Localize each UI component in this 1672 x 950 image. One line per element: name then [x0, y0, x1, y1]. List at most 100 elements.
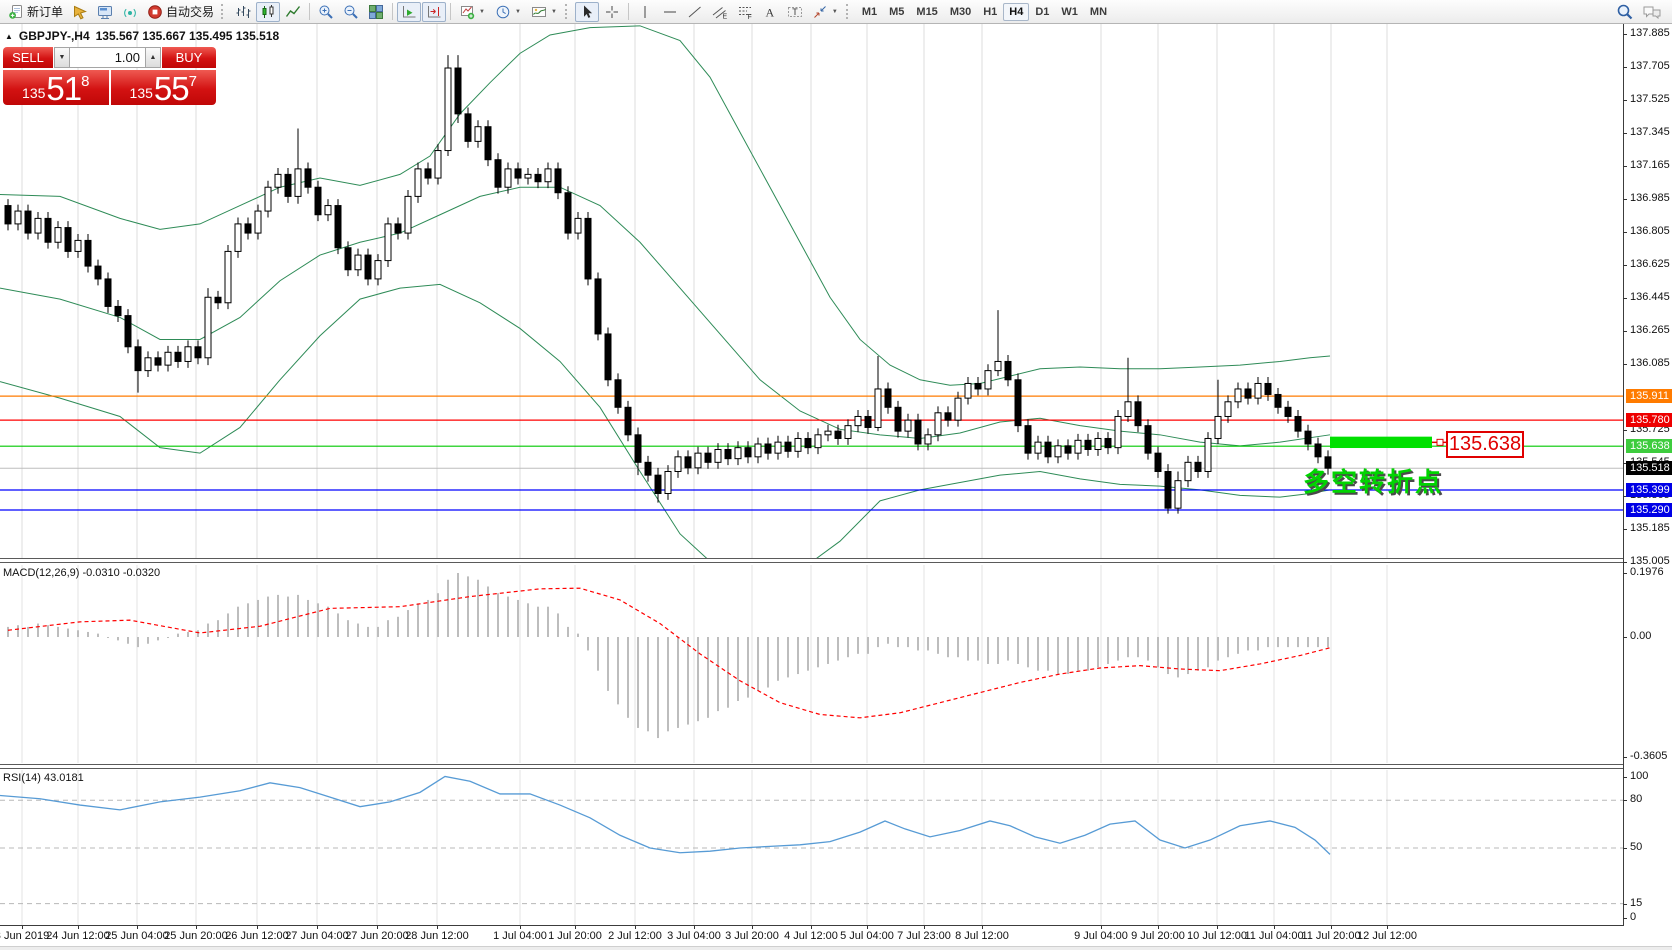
chart-header: ▲ GBPJPY-,H4 135.567 135.667 135.495 135… — [5, 29, 279, 43]
toolbar-grip — [564, 4, 570, 19]
current-price-badge: 135.518 — [1626, 461, 1672, 476]
chat-icon[interactable] — [1642, 3, 1662, 21]
buy-price-big: 55 — [153, 70, 190, 107]
volume-decrease-button[interactable]: ▼ — [54, 47, 70, 68]
terminal-button[interactable] — [93, 2, 117, 22]
panel-separator[interactable] — [0, 764, 1672, 769]
panel-separator[interactable] — [0, 558, 1672, 563]
search-icon[interactable] — [1616, 3, 1634, 21]
sell-price[interactable]: 135 51 8 — [3, 70, 109, 105]
rsi-tick-label: 100 — [1622, 770, 1649, 782]
indicators-dropdown-caret[interactable]: ▼ — [479, 8, 485, 15]
x-tick-label: 3 Jul 04:00 — [667, 930, 721, 942]
timeframe-h4[interactable]: H4 — [1003, 2, 1030, 21]
turning-point-annotation[interactable]: 多空转折点 — [1303, 467, 1444, 497]
axis-separator — [0, 925, 1672, 926]
periods-dropdown-caret[interactable]: ▼ — [514, 8, 521, 15]
chart-shift-button[interactable] — [422, 1, 447, 22]
templates-button[interactable]: ▼ — [527, 2, 562, 22]
x-tick-label: 5 Jul 04:00 — [840, 930, 894, 942]
one-click-trade-panel: SELL ▼ ▲ BUY 135 51 8 135 55 7 — [3, 47, 216, 105]
autotrading-label: 自动交易 — [166, 5, 215, 19]
x-tick — [924, 926, 925, 929]
price-axis[interactable]: 137.885 137.705 137.525 137.345 137.165 136.9… — [1622, 24, 1672, 926]
text-button[interactable]: A — [758, 2, 782, 22]
sell-price-big: 51 — [46, 70, 82, 107]
x-tick-label: 1 Jul 04:00 — [493, 930, 547, 942]
new-order-button[interactable]: 新订单 — [4, 1, 67, 22]
timeframe-m5[interactable]: M5 — [889, 5, 905, 18]
panel-toggle-icon[interactable]: ▲ — [5, 31, 13, 41]
arrows-dropdown-caret[interactable]: ▼ — [831, 8, 838, 15]
templates-icon — [531, 6, 546, 17]
buy-price-sup: 7 — [188, 73, 197, 90]
crosshair-button[interactable] — [600, 2, 624, 22]
vertical-line-button[interactable] — [633, 2, 657, 22]
timeframe-w1[interactable]: W1 — [1061, 5, 1078, 18]
zoom-out-button[interactable] — [339, 2, 363, 22]
y-tick-label: 137.885 — [1623, 27, 1670, 40]
timeframe-group: M1 M5 M15 M30 H1 H4 D1 W1 MN — [856, 2, 1113, 21]
timeframe-m15[interactable]: M15 — [916, 5, 938, 18]
volume-increase-button[interactable]: ▲ — [145, 47, 161, 68]
timeframe-m1[interactable]: M1 — [861, 5, 878, 18]
sell-price-prefix: 135 — [22, 85, 46, 101]
x-tick-label: 11 Jul 20:00 — [1301, 930, 1361, 942]
auto-scroll-button[interactable] — [397, 1, 422, 22]
indicators-button[interactable]: ▼ — [455, 2, 490, 22]
arrows-button[interactable]: ▼ — [808, 2, 843, 22]
svg-text:E: E — [722, 13, 727, 20]
price-callout[interactable]: 135.638 — [1446, 431, 1524, 458]
tile-windows-button[interactable] — [364, 2, 388, 22]
x-tick — [437, 926, 438, 929]
zoom-in-button[interactable] — [314, 2, 338, 22]
cursor-icon — [583, 5, 592, 18]
channel-button[interactable]: E — [708, 2, 732, 22]
fibonacci-icon: F — [738, 6, 752, 20]
metaeditor-button[interactable] — [68, 2, 92, 22]
sell-button[interactable]: SELL — [3, 47, 53, 68]
sell-price-sup: 8 — [81, 73, 90, 90]
horizontal-line-button[interactable] — [658, 2, 682, 22]
buy-price[interactable]: 135 55 7 — [110, 70, 216, 107]
toolbar-right-group — [1616, 3, 1668, 21]
rsi-tick-label: 0 — [1622, 911, 1637, 923]
timeframe-mn[interactable]: MN — [1089, 5, 1108, 18]
buy-button[interactable]: BUY — [162, 47, 216, 68]
macd-tick-label: -0.3605 — [1622, 750, 1668, 762]
x-tick — [22, 926, 23, 929]
level-badge: 135.780 — [1626, 413, 1672, 428]
timeframe-d1[interactable]: D1 — [1035, 5, 1050, 18]
bar-chart-button[interactable] — [231, 2, 255, 22]
vertical-line-icon — [644, 5, 646, 18]
timeframe-h1[interactable]: H1 — [983, 5, 998, 18]
autotrading-button[interactable]: 自动交易 — [143, 1, 218, 22]
time-axis[interactable]: 3 Jun 2019 24 Jun 12:00 25 Jun 04:00 25 Jun… — [0, 926, 1672, 946]
periods-icon — [496, 5, 510, 18]
periods-button[interactable]: ▼ — [491, 2, 526, 22]
signals-button[interactable] — [118, 2, 142, 22]
x-tick-label: 2 Jul 12:00 — [608, 930, 662, 942]
y-tick-label: 137.525 — [1623, 93, 1670, 106]
candlestick-chart-button[interactable] — [256, 1, 281, 22]
timeframe-m30[interactable]: M30 — [949, 5, 972, 18]
line-chart-button[interactable] — [281, 2, 305, 22]
volume-widget: ▼ ▲ — [54, 47, 161, 68]
text-label-button[interactable]: T — [783, 2, 807, 22]
x-tick — [575, 926, 576, 929]
y-tick-label: 136.805 — [1623, 225, 1670, 238]
chart-canvas[interactable] — [0, 24, 1623, 926]
fibonacci-button[interactable]: F — [733, 2, 757, 22]
x-tick — [317, 926, 318, 929]
cursor-button[interactable] — [574, 1, 599, 22]
new-order-icon — [9, 4, 22, 19]
y-tick-label: 136.265 — [1623, 324, 1670, 337]
level-badge: 135.911 — [1626, 389, 1672, 404]
buy-price-prefix: 135 — [129, 85, 153, 101]
trendline-button[interactable] — [683, 2, 707, 22]
templates-dropdown-caret[interactable]: ▼ — [550, 8, 557, 15]
toolbar: 新订单 自动交易 ▼ ▼ — [0, 0, 1672, 24]
volume-input[interactable] — [70, 47, 145, 68]
level-badge: 135.638 — [1626, 439, 1672, 454]
